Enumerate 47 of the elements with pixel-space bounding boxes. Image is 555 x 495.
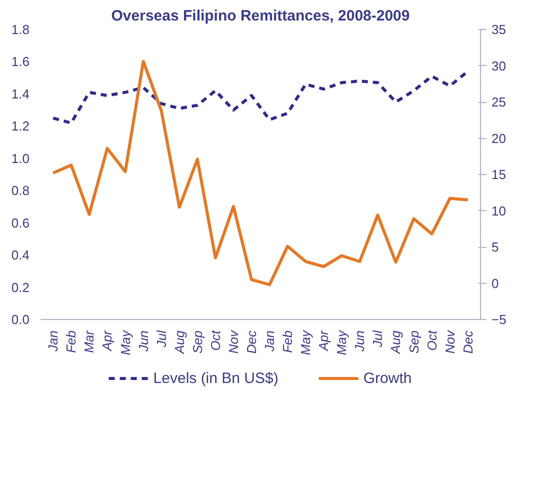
- x-tick-label: Jun: [136, 330, 151, 352]
- x-tick-label: May: [334, 329, 350, 356]
- x-tick-label: Jan: [262, 330, 278, 352]
- chart-title: Overseas Filipino Remittances, 2008-2009: [111, 8, 410, 24]
- x-tick-label: Feb: [280, 330, 296, 353]
- y2-tick-label: 5: [492, 240, 499, 254]
- y2-tick-label: 20: [492, 130, 506, 146]
- x-tick-label: Nov: [442, 329, 458, 354]
- y-tick-label: 0.8: [11, 183, 30, 198]
- x-tick-label: Nov: [226, 329, 241, 354]
- y-tick-label: 0.4: [11, 248, 30, 263]
- x-tick-label: Mar: [82, 330, 97, 353]
- x-tick-label: Aug: [388, 330, 404, 355]
- x-tick-label: Oct: [208, 329, 223, 351]
- x-tick-label: Apr: [100, 330, 115, 352]
- x-tick-label: Sep: [190, 330, 205, 354]
- y2-tick-label: 30: [492, 58, 506, 74]
- y-tick-label: 1.4: [11, 86, 30, 102]
- y-tick-label: 0.0: [11, 312, 30, 327]
- y2-tick-label: 15: [492, 167, 506, 182]
- x-tick-label: Oct: [424, 329, 440, 351]
- x-tick-label: Jan: [46, 330, 61, 352]
- legend-label: Levels (in Bn US$): [153, 370, 278, 386]
- x-tick-label: May: [118, 329, 133, 356]
- y2-tick-label: 35: [492, 22, 506, 37]
- legend-label: Growth: [363, 370, 412, 386]
- y-tick-label: 1.6: [11, 54, 30, 70]
- x-tick-label: May: [298, 329, 314, 356]
- x-tick-label: Feb: [64, 330, 79, 353]
- y2-tick-label: 10: [492, 203, 506, 218]
- y-tick-label: 1.0: [11, 150, 30, 166]
- x-tick-label: Jun: [352, 330, 368, 352]
- y2-tick-label: 25: [492, 94, 506, 110]
- y2-tick-label: −5: [492, 312, 506, 327]
- y2-tick-label: 0: [492, 276, 499, 291]
- x-tick-label: Aug: [172, 330, 187, 355]
- x-tick-label: Jul: [370, 329, 386, 348]
- y-tick-label: 0.6: [11, 215, 30, 230]
- y-tick-label: 1.2: [11, 118, 30, 134]
- x-tick-label: Sep: [406, 330, 422, 354]
- y-tick-label: 1.8: [11, 22, 30, 37]
- y-tick-label: 0.2: [11, 280, 30, 295]
- x-tick-label: Dec: [460, 330, 476, 354]
- line-series: [52, 60, 470, 286]
- x-tick-label: Dec: [244, 330, 259, 354]
- x-tick-label: Apr: [316, 330, 332, 352]
- x-tick-label: Jul: [154, 329, 169, 348]
